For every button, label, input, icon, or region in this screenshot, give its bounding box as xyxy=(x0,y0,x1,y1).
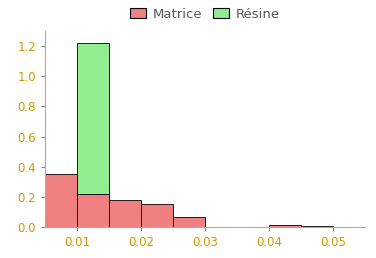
Bar xyxy=(109,200,141,227)
Legend: Matrice, Résine: Matrice, Résine xyxy=(125,2,285,26)
Bar xyxy=(77,43,109,194)
Bar xyxy=(173,217,205,227)
Bar xyxy=(301,226,333,227)
Bar xyxy=(141,204,173,227)
Bar xyxy=(45,174,77,227)
Bar xyxy=(269,225,301,227)
Bar xyxy=(77,194,109,227)
